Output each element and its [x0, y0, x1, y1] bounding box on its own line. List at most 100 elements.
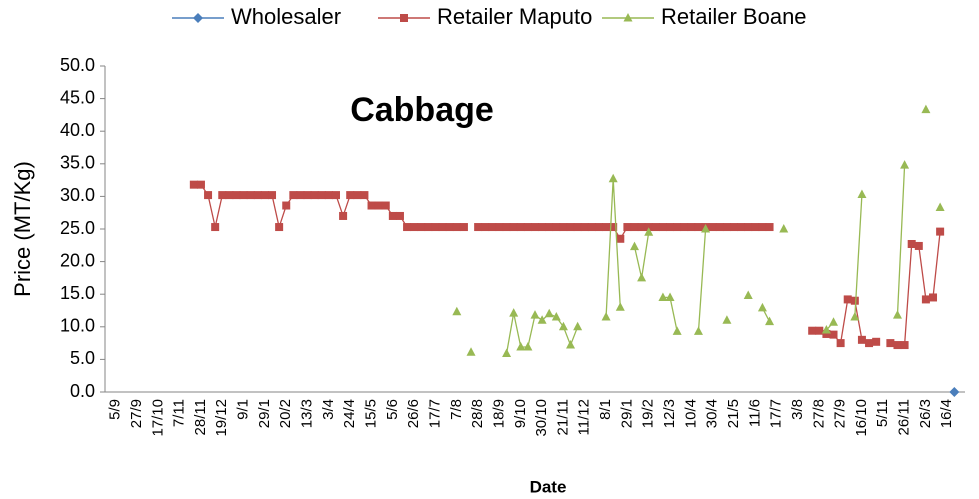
data-point	[374, 201, 383, 210]
data-point	[743, 290, 753, 300]
x-tick-label: 19/2	[640, 399, 657, 428]
data-point	[857, 335, 866, 344]
x-tick-label: 16/4	[938, 399, 955, 428]
data-point	[303, 191, 312, 200]
x-tick-label: 29/1	[256, 399, 273, 428]
y-tick-label: 35.0	[60, 153, 95, 173]
data-point	[218, 191, 227, 200]
data-point	[630, 241, 640, 251]
data-point	[637, 223, 646, 232]
x-tick-label: 8/1	[597, 399, 614, 420]
data-point	[552, 223, 561, 232]
data-point	[459, 223, 468, 232]
x-tick-label: 28/11	[192, 399, 209, 435]
data-point	[544, 308, 554, 318]
data-point	[189, 180, 198, 189]
data-point	[623, 223, 632, 232]
data-point	[523, 223, 532, 232]
data-point	[466, 347, 476, 356]
x-tick-label: 28/8	[469, 399, 486, 428]
x-tick-label: 13/3	[299, 399, 316, 428]
data-point	[196, 180, 205, 189]
data-point	[616, 234, 625, 243]
x-tick-label: 5/9	[107, 399, 124, 420]
data-point	[502, 348, 512, 358]
x-tick-label: 15/5	[362, 399, 379, 428]
data-point	[424, 223, 433, 232]
data-point	[658, 292, 668, 301]
data-point	[381, 201, 390, 210]
data-point	[615, 302, 625, 311]
x-tick-label: 18/9	[490, 399, 507, 428]
x-tick-label: 7/8	[448, 399, 465, 420]
data-point	[872, 337, 881, 346]
data-point	[495, 223, 504, 232]
data-point	[929, 293, 938, 302]
data-point	[346, 191, 355, 200]
data-point	[410, 223, 419, 232]
data-point	[417, 223, 426, 232]
data-point	[225, 191, 234, 200]
x-tick-label: 30/4	[704, 399, 721, 428]
data-point	[502, 223, 511, 232]
data-point	[673, 223, 682, 232]
data-point	[694, 223, 703, 232]
x-tick-label: 17/7	[768, 399, 785, 428]
data-point	[204, 191, 213, 200]
data-point	[452, 223, 461, 232]
data-point	[339, 211, 348, 220]
x-tick-label: 7/11	[171, 399, 188, 427]
y-axis-label: Price (MT/Kg)	[10, 161, 35, 297]
data-point	[573, 223, 582, 232]
data-point	[651, 223, 660, 232]
x-axis-label: Date	[530, 477, 567, 496]
data-point	[808, 326, 817, 335]
data-point	[630, 223, 639, 232]
data-point	[608, 173, 618, 183]
data-point	[637, 272, 647, 282]
data-point	[907, 239, 916, 248]
x-tick-label: 12/3	[661, 399, 678, 428]
y-tick-label: 15.0	[60, 283, 95, 303]
data-point	[843, 295, 852, 304]
data-point	[701, 224, 711, 233]
data-point	[921, 104, 931, 114]
data-point	[331, 191, 340, 200]
data-point	[530, 310, 540, 319]
data-point	[765, 316, 775, 326]
data-point	[609, 223, 618, 232]
data-point	[666, 223, 675, 232]
data-point	[516, 342, 526, 351]
x-tick-label: 5/6	[384, 399, 401, 420]
data-point	[317, 191, 326, 200]
x-tick-label: 10/4	[682, 399, 699, 428]
data-point	[388, 211, 397, 220]
data-point	[246, 191, 255, 200]
data-point	[850, 296, 859, 305]
data-point	[566, 223, 575, 232]
x-tick-label: 11/12	[576, 399, 593, 435]
data-point	[602, 223, 611, 232]
x-tick-label: 26/3	[917, 399, 934, 428]
data-point	[821, 325, 831, 334]
data-point	[431, 223, 440, 232]
data-point	[509, 223, 518, 232]
legend-label: Wholesaler	[231, 4, 341, 29]
data-point	[665, 292, 675, 301]
data-point	[757, 302, 767, 312]
data-point	[538, 223, 547, 232]
x-tick-label: 20/2	[277, 399, 294, 428]
data-point	[850, 312, 860, 321]
data-point	[239, 191, 248, 200]
data-point	[587, 223, 596, 232]
x-tick-label: 21/5	[725, 399, 742, 428]
data-point	[744, 223, 753, 232]
data-point	[737, 223, 746, 232]
data-point	[488, 223, 497, 232]
data-point	[936, 227, 945, 236]
data-point	[566, 340, 576, 349]
x-tick-label: 27/9	[832, 399, 849, 428]
data-point	[438, 223, 447, 232]
data-point	[559, 223, 568, 232]
